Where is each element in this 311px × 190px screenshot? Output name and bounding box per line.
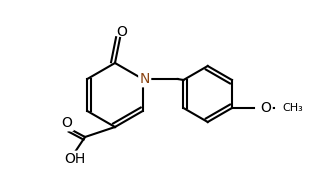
Text: O: O [117,25,128,39]
Text: O: O [62,116,72,130]
Text: OH: OH [64,152,86,166]
Text: CH₃: CH₃ [282,103,303,113]
Text: N: N [140,72,150,86]
Text: O: O [261,101,272,115]
